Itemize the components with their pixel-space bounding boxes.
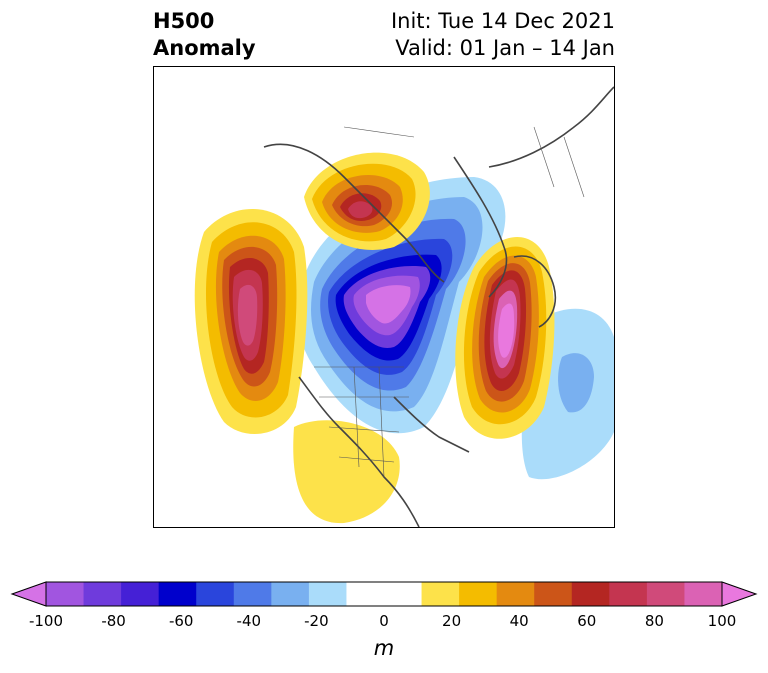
colorbar-cell [83, 582, 122, 606]
colorbar-tick-label: -60 [168, 612, 194, 630]
colorbar-cell [346, 582, 385, 606]
negative-anomaly-arctic [297, 177, 506, 434]
colorbar-cell [534, 582, 573, 606]
colorbar-cell [46, 582, 85, 606]
colorbar-tick-label: -20 [304, 612, 329, 630]
init-date: Init: Tue 14 Dec 2021 [390, 9, 615, 33]
colorbar-cell [496, 582, 535, 606]
colorbar-cell [684, 582, 723, 606]
colorbar-tick-label: 40 [509, 612, 529, 630]
colorbar-tick-label: -80 [101, 612, 126, 630]
borders [314, 126, 585, 478]
colorbar-cell [121, 582, 160, 606]
colorbar-extend-high [721, 581, 758, 607]
positive-anomaly-atlantic [455, 237, 555, 439]
title-line-1: H500 [153, 9, 215, 33]
colorbar-cell [271, 582, 310, 606]
map-title: H500 Anomaly [153, 8, 256, 62]
positive-anomaly-pacific [194, 209, 308, 434]
colorbar-tick-label: 0 [379, 612, 389, 630]
positive-anomaly-greenland [304, 152, 430, 250]
colorbar-cell [421, 582, 460, 606]
colorbar-cell [233, 582, 272, 606]
colorbar-cell [571, 582, 610, 606]
colorbar-cell [196, 582, 235, 606]
anomaly-map [194, 86, 614, 527]
valid-date: Valid: 01 Jan – 14 Jan [395, 36, 615, 60]
map-panel [153, 66, 615, 528]
title-line-2: Anomaly [153, 36, 256, 60]
colorbar-unit: m [373, 636, 395, 660]
colorbar-tick-label: 20 [442, 612, 462, 630]
colorbar-tick-label: 80 [644, 612, 664, 630]
colorbar-extend-low [10, 581, 47, 607]
colorbar-ticks: -100 -80 -60 -40 -20 0 20 40 60 80 100 [0, 612, 768, 632]
colorbar-cell [308, 582, 347, 606]
map-dates: Init: Tue 14 Dec 2021 Valid: 01 Jan – 14… [391, 8, 615, 62]
colorbar-cell [459, 582, 498, 606]
colorbar [10, 581, 758, 607]
coastlines [263, 86, 614, 527]
colorbar-tick-label: 60 [577, 612, 597, 630]
colorbar-cell [609, 582, 648, 606]
colorbar-tick-label: -40 [236, 612, 262, 630]
colorbar-tick-label: -100 [28, 612, 64, 630]
colorbar-outline [45, 581, 723, 607]
positive-anomaly-southern-us [293, 420, 400, 524]
colorbar-cell [158, 582, 197, 606]
colorbar-cell [646, 582, 685, 606]
colorbar-cell [384, 582, 423, 606]
colorbar-tick-label: 100 [707, 612, 737, 630]
